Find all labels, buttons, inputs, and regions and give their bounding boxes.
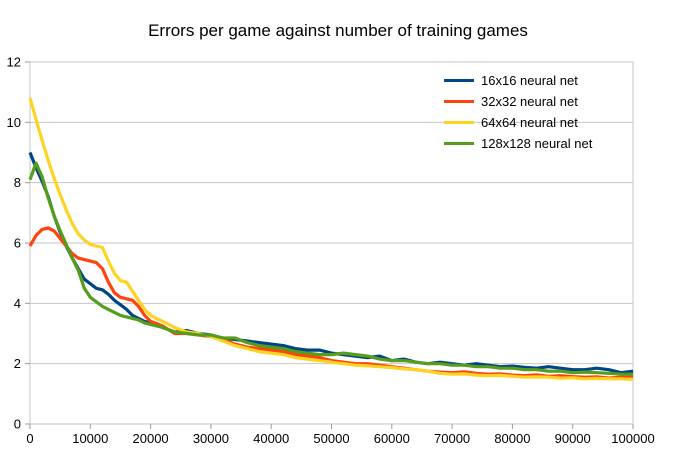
- x-axis-label: 90000: [555, 431, 591, 446]
- x-axis-label: 80000: [494, 431, 530, 446]
- x-axis-label: 30000: [193, 431, 229, 446]
- legend-item: 32x32 neural net: [444, 91, 592, 112]
- x-axis-label: 60000: [374, 431, 410, 446]
- y-axis-label: 8: [14, 175, 21, 190]
- x-axis-label: 20000: [133, 431, 169, 446]
- series-line-64x64-neural-net: [28, 97, 634, 381]
- x-axis-label: 0: [26, 431, 33, 446]
- series-line-16x16-neural-net: [28, 151, 634, 375]
- x-axis-label: 70000: [434, 431, 470, 446]
- x-axis-label: 10000: [72, 431, 108, 446]
- legend-line-swatch: [444, 100, 474, 103]
- legend-line-swatch: [444, 142, 474, 145]
- x-axis-label: 50000: [313, 431, 349, 446]
- y-axis-label: 0: [14, 417, 21, 432]
- legend-label: 32x32 neural net: [481, 94, 578, 109]
- series-line-128x128-neural-net: [28, 161, 633, 376]
- legend-label: 128x128 neural net: [481, 136, 593, 151]
- legend-label: 64x64 neural net: [481, 115, 578, 130]
- y-axis-label: 4: [14, 296, 21, 311]
- x-axis-label: 100000: [611, 431, 654, 446]
- y-axis-label: 12: [7, 55, 21, 70]
- x-axis-label: 40000: [253, 431, 289, 446]
- y-axis-label: 10: [7, 115, 21, 130]
- y-axis-label: 6: [14, 236, 21, 251]
- legend-item: 16x16 neural net: [444, 70, 592, 91]
- legend-item: 64x64 neural net: [444, 112, 592, 133]
- legend: 16x16 neural net 32x32 neural net 64x64 ne…: [444, 70, 592, 154]
- y-axis-label: 2: [14, 356, 21, 371]
- chart-title: Errors per game against number of traini…: [148, 21, 528, 40]
- legend-line-swatch: [444, 79, 474, 82]
- legend-label: 16x16 neural net: [481, 73, 578, 88]
- legend-item: 128x128 neural net: [444, 133, 592, 154]
- legend-line-swatch: [444, 121, 474, 124]
